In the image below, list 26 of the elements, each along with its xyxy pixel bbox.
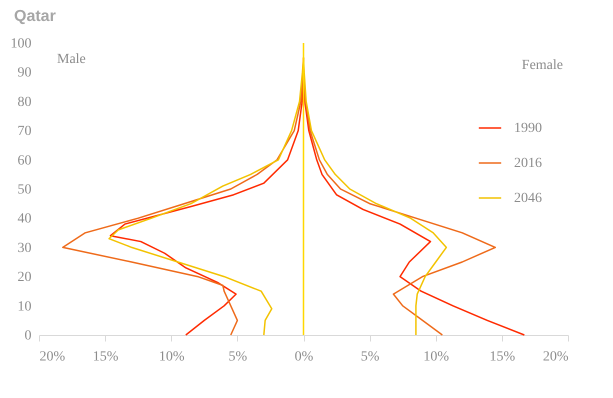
chart-title: Qatar xyxy=(14,8,56,25)
y-tick-label: 70 xyxy=(18,124,32,140)
legend-label: 2016 xyxy=(514,156,542,171)
y-tick-label: 0 xyxy=(24,328,32,344)
y-tick-label: 80 xyxy=(18,94,32,110)
y-tick-label: 10 xyxy=(18,299,32,314)
legend-label: 1990 xyxy=(514,121,542,136)
x-tick-label: 15% xyxy=(490,350,516,364)
x-tick-label: 20% xyxy=(40,350,66,364)
x-tick-label: 10% xyxy=(158,350,185,364)
y-tick-label: 90 xyxy=(18,66,32,81)
x-tick-label: 5% xyxy=(228,350,248,364)
y-tick-label: 60 xyxy=(18,153,32,168)
x-tick-label: 20% xyxy=(542,350,569,364)
x-tick-label: 15% xyxy=(92,350,119,364)
y-tick-label: 50 xyxy=(18,182,32,198)
y-tick-label: 20 xyxy=(18,270,32,286)
y-tick-label: 100 xyxy=(10,36,32,52)
y-tick-label: 30 xyxy=(18,240,32,256)
annotation: Male xyxy=(57,52,86,67)
annotation: Female xyxy=(522,58,563,73)
y-tick-label: 40 xyxy=(18,212,32,227)
x-tick-label: 0% xyxy=(294,350,314,364)
x-tick-label: 5% xyxy=(360,350,380,364)
legend-label: 2046 xyxy=(514,191,542,206)
x-tick-label: 10% xyxy=(423,350,450,364)
